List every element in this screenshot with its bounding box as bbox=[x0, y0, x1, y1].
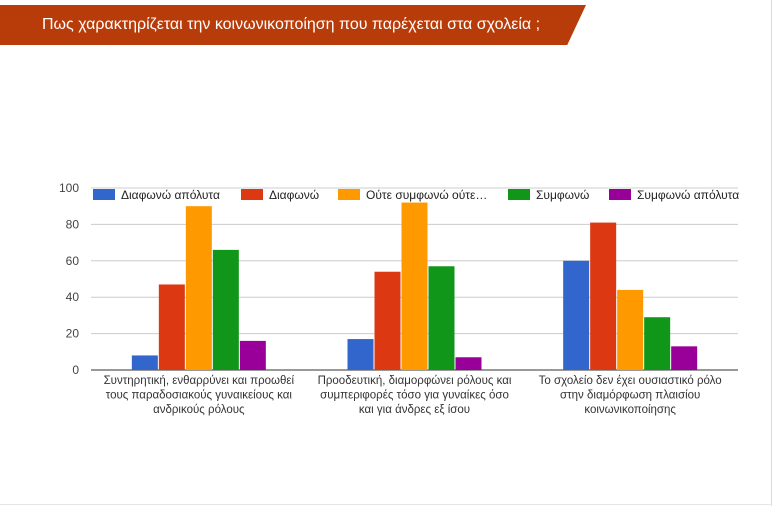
legend-label-1: Διαφωνώ απόλυτα bbox=[121, 188, 220, 202]
x-category-label: Συντηρητική, ενθαρρύνει και προωθεί τους … bbox=[104, 375, 295, 416]
y-tick-label: 40 bbox=[66, 290, 80, 304]
bar-1-2 bbox=[347, 339, 374, 370]
legend-label-5: Συμφωνώ απόλυτα bbox=[637, 188, 739, 202]
legend-swatch-1 bbox=[93, 189, 115, 200]
bar-5-1 bbox=[239, 340, 266, 370]
page-title: Πως χαρακτηρίζεται την κοινωνικοποίηση π… bbox=[42, 16, 541, 33]
bar-3-2 bbox=[401, 202, 428, 370]
bar-1-1 bbox=[131, 355, 158, 370]
bar-4-3 bbox=[644, 317, 671, 370]
legend-swatch-3 bbox=[338, 189, 360, 200]
y-tick-label: 20 bbox=[66, 327, 80, 341]
bar-1-3 bbox=[563, 260, 590, 370]
bar-4-2 bbox=[428, 266, 455, 370]
bar-3-3 bbox=[617, 289, 644, 370]
legend-label-2: Διαφωνώ bbox=[269, 188, 319, 202]
title-banner: Πως χαρακτηρίζεται την κοινωνικοποίηση π… bbox=[0, 5, 586, 45]
bar-2-1 bbox=[158, 284, 185, 370]
x-category-label: Προοδευτική, διαμορφώνει ρόλους και συμπε… bbox=[318, 375, 512, 416]
legend-swatch-5 bbox=[609, 189, 631, 200]
y-tick-label: 80 bbox=[66, 217, 80, 231]
bar-3-1 bbox=[185, 206, 212, 370]
x-category-label: Το σχολείο δεν έχει ουσιαστικό ρόλο στην … bbox=[539, 375, 722, 416]
legend-swatch-2 bbox=[241, 189, 263, 200]
legend-swatch-4 bbox=[508, 189, 530, 200]
y-tick-label: 0 bbox=[72, 363, 79, 377]
bottom-border bbox=[0, 504, 772, 505]
bar-5-3 bbox=[671, 346, 698, 370]
bar-2-2 bbox=[374, 271, 401, 370]
y-tick-label: 100 bbox=[59, 181, 79, 195]
legend-label-3: Ούτε συμφωνώ ούτε… bbox=[366, 188, 487, 202]
bar-5-2 bbox=[455, 357, 482, 370]
legend-label-4: Συμφωνώ bbox=[536, 188, 589, 202]
bar-4-1 bbox=[212, 249, 239, 370]
y-tick-label: 60 bbox=[66, 254, 80, 268]
bar-2-3 bbox=[590, 222, 617, 370]
